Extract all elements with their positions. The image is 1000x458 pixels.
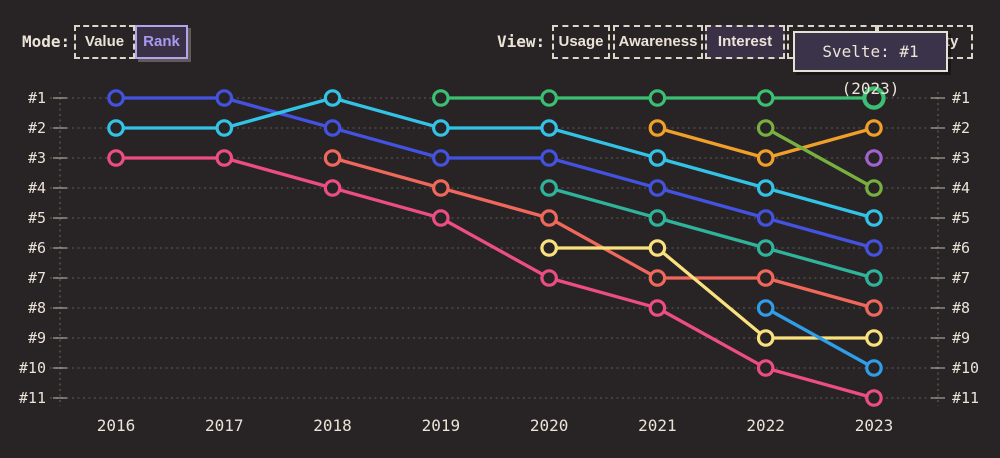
data-point-pale-yellow-2021[interactable]	[648, 239, 667, 257]
data-point-pale-yellow-2020[interactable]	[540, 239, 558, 257]
data-point-svelte-green-2020[interactable]	[540, 89, 558, 107]
rank-label-left: #9	[28, 329, 46, 347]
hover-tooltip: Svelte: #1 (2023)	[793, 31, 948, 98]
data-point-pink-2016[interactable]	[107, 149, 125, 167]
data-point-cyan-2022[interactable]	[756, 179, 775, 197]
data-point-pink-2023[interactable]	[865, 389, 883, 407]
view-option-usage[interactable]: Usage	[552, 25, 610, 59]
rank-label-right: #3	[952, 149, 970, 167]
rank-label-left: #7	[28, 269, 46, 287]
rank-label-right: #9	[952, 329, 970, 347]
data-point-pink-2020[interactable]	[540, 269, 558, 287]
data-point-pink-2022[interactable]	[756, 359, 775, 377]
data-point-purple-2023[interactable]	[865, 149, 883, 167]
highlighted-data-point-svelte-green-2023[interactable]	[862, 86, 886, 110]
rank-label-left: #1	[28, 89, 46, 107]
rank-label-right: #1	[952, 89, 970, 107]
data-point-royal-blue-2017[interactable]	[215, 89, 234, 107]
rank-label-left: #8	[28, 299, 46, 317]
data-point-svelte-green-2022[interactable]	[756, 89, 775, 107]
data-point-salmon-2023[interactable]	[865, 299, 883, 317]
data-point-pink-2019[interactable]	[432, 209, 450, 227]
data-point-azure-blue-2022[interactable]	[756, 299, 775, 317]
data-point-svelte-green-2019[interactable]	[432, 89, 450, 107]
data-point-cyan-2023[interactable]	[865, 209, 883, 227]
data-point-cyan-2016[interactable]	[107, 119, 125, 137]
data-point-royal-blue-2016[interactable]	[107, 89, 125, 107]
data-point-royal-blue-2018[interactable]	[323, 119, 342, 137]
data-point-salmon-2021[interactable]	[648, 269, 667, 287]
rank-label-right: #7	[952, 269, 970, 287]
data-point-pink-2017[interactable]	[215, 149, 234, 167]
view-label: View:	[497, 32, 546, 51]
data-point-pale-yellow-2022[interactable]	[756, 329, 775, 347]
series-line-teal	[547, 186, 876, 280]
series-line-azure-blue	[764, 306, 876, 370]
series-line-salmon	[330, 156, 876, 310]
data-point-pink-2021[interactable]	[648, 299, 667, 317]
rank-label-left: #5	[28, 209, 46, 227]
year-label: 2017	[205, 416, 244, 435]
data-point-amber-orange-2022[interactable]	[756, 149, 775, 167]
rank-label-right: #11	[952, 389, 979, 407]
data-point-olive-green-2022[interactable]	[756, 119, 775, 137]
mode-option-value[interactable]: Value	[74, 25, 135, 59]
data-point-pale-yellow-2023[interactable]	[865, 329, 883, 347]
data-point-amber-orange-2023[interactable]	[865, 119, 883, 137]
data-point-salmon-2018[interactable]	[323, 149, 342, 167]
data-point-salmon-2019[interactable]	[432, 179, 450, 197]
data-point-cyan-2017[interactable]	[215, 119, 234, 137]
data-point-cyan-2018[interactable]	[323, 89, 342, 107]
view-option-awareness[interactable]: Awareness	[613, 25, 703, 59]
rank-label-right: #6	[952, 239, 970, 257]
series-line-royal-blue	[114, 96, 876, 250]
year-label: 2022	[746, 416, 785, 435]
data-point-teal-2020[interactable]	[540, 179, 558, 197]
year-label: 2023	[855, 416, 894, 435]
rank-label-left: #2	[28, 119, 46, 137]
rank-label-left: #10	[19, 359, 46, 377]
year-label: 2019	[422, 416, 461, 435]
rank-label-right: #4	[952, 179, 970, 197]
data-point-royal-blue-2023[interactable]	[865, 239, 883, 257]
mode-label: Mode:	[22, 32, 71, 51]
mode-option-rank[interactable]: Rank	[135, 25, 188, 59]
rank-label-right: #2	[952, 119, 970, 137]
data-point-royal-blue-2022[interactable]	[756, 209, 775, 227]
data-point-salmon-2022[interactable]	[756, 269, 775, 287]
year-label: 2016	[97, 416, 136, 435]
year-label: 2018	[313, 416, 352, 435]
view-option-interest[interactable]: Interest	[705, 25, 785, 59]
data-point-teal-2023[interactable]	[865, 269, 883, 287]
data-point-cyan-2019[interactable]	[432, 119, 450, 137]
data-point-cyan-2021[interactable]	[648, 149, 667, 167]
data-point-teal-2022[interactable]	[756, 239, 775, 257]
rank-label-left: #6	[28, 239, 46, 257]
series-line-pink	[114, 156, 876, 400]
rank-label-right: #8	[952, 299, 970, 317]
rank-label-left: #4	[28, 179, 46, 197]
data-point-amber-orange-2021[interactable]	[648, 119, 667, 137]
rank-label-right: #10	[952, 359, 979, 377]
data-point-royal-blue-2021[interactable]	[648, 179, 667, 197]
data-point-pink-2018[interactable]	[323, 179, 342, 197]
data-point-salmon-2020[interactable]	[540, 209, 558, 227]
tooltip-text: Svelte: #1 (2023)	[822, 42, 919, 98]
data-point-royal-blue-2020[interactable]	[540, 149, 558, 167]
rank-label-right: #5	[952, 209, 970, 227]
data-point-azure-blue-2023[interactable]	[865, 359, 883, 377]
data-point-cyan-2020[interactable]	[540, 119, 558, 137]
data-point-royal-blue-2019[interactable]	[432, 149, 450, 167]
data-point-teal-2021[interactable]	[648, 209, 667, 227]
year-label: 2020	[530, 416, 569, 435]
data-point-olive-green-2023[interactable]	[865, 179, 883, 197]
data-point-svelte-green-2021[interactable]	[648, 89, 667, 107]
rank-label-left: #3	[28, 149, 46, 167]
year-label: 2021	[638, 416, 677, 435]
rank-label-left: #11	[19, 389, 46, 407]
series-line-olive-green	[764, 126, 876, 190]
series-line-cyan	[114, 96, 876, 220]
